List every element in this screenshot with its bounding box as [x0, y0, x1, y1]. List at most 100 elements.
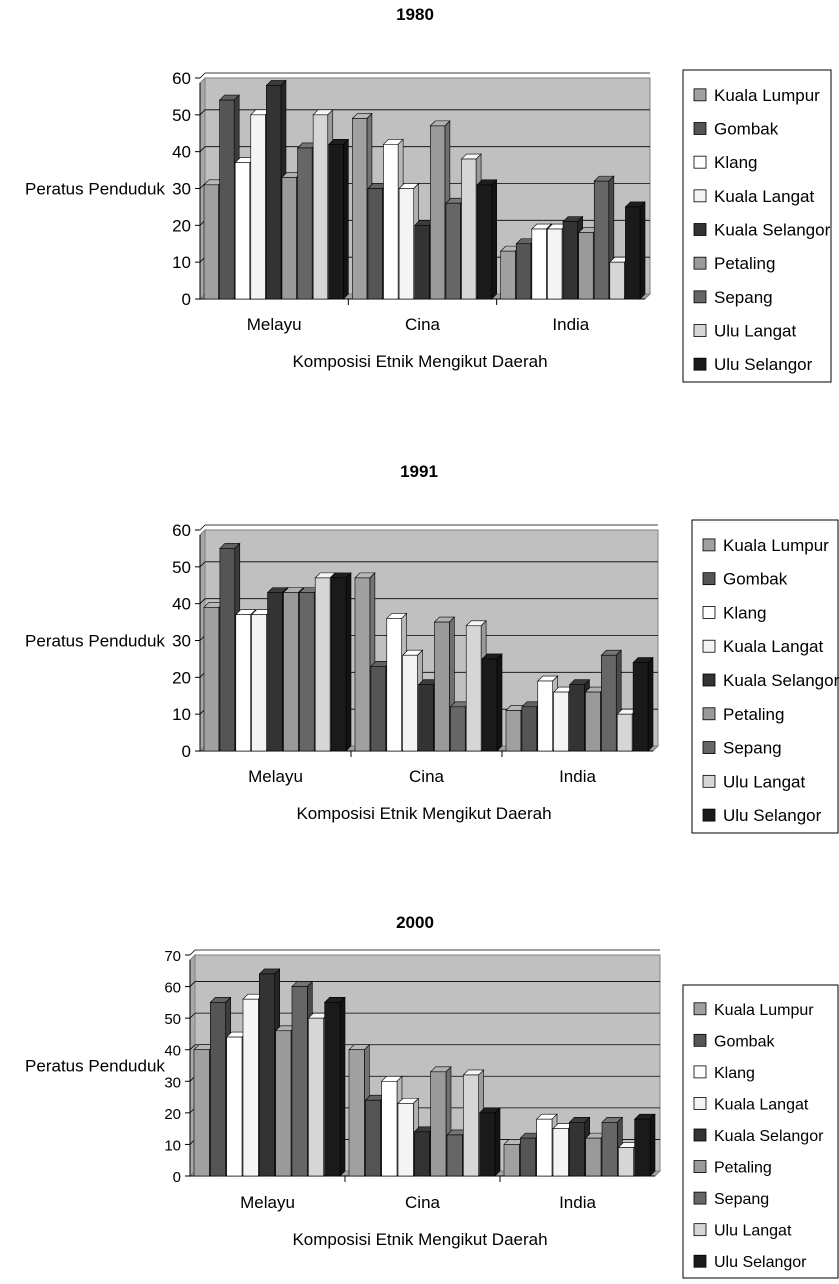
y-axis-label: Peratus Penduduk	[25, 632, 165, 651]
bar-front	[219, 99, 235, 300]
legend-swatch	[693, 1002, 707, 1016]
category-label: Melayu	[247, 315, 302, 334]
bar-front	[210, 1002, 226, 1177]
x-axis-label: Komposisi Etnik Mengikut Daerah	[292, 1230, 547, 1249]
gridline-side	[199, 72, 206, 79]
legend-label: Ulu Selangor	[714, 1254, 807, 1271]
legend-swatch	[702, 741, 716, 754]
y-axis-label: Peratus Penduduk	[25, 1057, 165, 1076]
y-tick-label: 30	[172, 632, 191, 651]
bar	[568, 1116, 591, 1177]
legend-swatch	[693, 1191, 707, 1205]
bar-front	[418, 684, 434, 752]
legend-swatch	[693, 324, 707, 337]
gridline-side	[199, 146, 206, 152]
bar-front	[402, 654, 418, 752]
bar	[328, 138, 350, 300]
category-label: Melayu	[248, 767, 303, 786]
legend-swatch	[693, 1128, 707, 1142]
bar-front	[434, 621, 450, 752]
category-label: India	[552, 315, 589, 334]
y-tick-label: 0	[182, 742, 191, 761]
y-tick-label: 40	[164, 1043, 181, 1060]
bar-front	[578, 232, 594, 300]
bar-front	[531, 228, 547, 300]
legend-label: Ulu Langat	[714, 1223, 792, 1240]
bar-front	[632, 662, 649, 752]
category-label: India	[559, 767, 596, 786]
bar-front	[312, 114, 329, 300]
y-tick-label: 20	[164, 1106, 181, 1123]
legend-swatch	[693, 290, 707, 304]
bar	[624, 201, 646, 300]
legend-label: Sepang	[723, 739, 782, 758]
bar-side	[491, 179, 497, 300]
bar-front	[625, 206, 641, 300]
legend-swatch	[702, 606, 716, 619]
bar-front	[461, 158, 477, 300]
legend: Kuala Lumpur Gombak Klang Kuala Langat Kuala…	[682, 69, 832, 383]
bar-front	[585, 1137, 602, 1177]
bar-front	[250, 114, 266, 300]
legend-swatch	[693, 357, 707, 371]
bar-front	[536, 1118, 553, 1177]
chart-1980: 1980 0 10 20 30 40 50 60 Peratus Penduduk Melayu C…	[25, 5, 832, 383]
legend-swatch	[693, 256, 707, 270]
legend-swatch	[693, 1033, 707, 1047]
bar-side	[496, 653, 503, 752]
chart-1991: 1991 0 10 20 30 40 50 60 Peratus Penduduk Melayu C…	[25, 462, 839, 834]
bar-front	[314, 577, 331, 752]
bar-front	[354, 577, 371, 752]
bar-front	[324, 1002, 341, 1177]
legend-label: Kuala Selangor	[723, 671, 839, 690]
bar-front	[553, 691, 569, 752]
legend-label: Kuala Selangor	[714, 221, 831, 240]
legend-label: Petaling	[714, 1160, 772, 1177]
bar-front	[219, 548, 236, 752]
y-tick-label: 0	[173, 1169, 181, 1186]
legend-label: Sepang	[714, 288, 773, 307]
legend-swatch	[702, 774, 716, 788]
legend-swatch	[693, 1160, 707, 1173]
y-tick-label: 20	[172, 668, 191, 687]
category-label: Cina	[405, 1193, 441, 1212]
legend-swatch	[693, 88, 707, 102]
y-tick-label: 10	[172, 705, 191, 724]
legend-box	[682, 984, 839, 1279]
legend-label: Kuala Langat	[723, 637, 823, 656]
bar-side	[649, 1113, 656, 1177]
bar-front	[547, 228, 563, 300]
bar	[546, 223, 568, 300]
bar-front	[414, 1131, 430, 1177]
bar-front	[585, 691, 601, 752]
y-tick-label: 20	[172, 216, 191, 235]
bar-front	[397, 1103, 414, 1177]
legend-label: Petaling	[714, 254, 775, 273]
bar-front	[235, 614, 251, 752]
bar-front	[365, 1099, 381, 1177]
bar-front	[500, 250, 516, 300]
bar-front	[515, 243, 532, 300]
legend-label: Ulu Langat	[723, 772, 806, 791]
category-label: Cina	[405, 315, 441, 334]
y-tick-label: 10	[172, 253, 191, 272]
legend-swatch	[693, 189, 707, 203]
bar-front	[446, 1134, 463, 1177]
y-tick-label: 10	[164, 1137, 181, 1154]
bar	[476, 179, 498, 300]
bar-front	[259, 973, 275, 1177]
legend-label: Kuala Langat	[714, 187, 814, 206]
bar-front	[476, 184, 492, 300]
gridline-side	[189, 1044, 196, 1050]
bar-front	[616, 713, 633, 752]
legend: Kuala Lumpur Gombak Klang Kuala Langat Kuala…	[691, 519, 839, 834]
bar-front	[537, 680, 553, 752]
legend-label: Gombak	[723, 570, 788, 589]
bar-front	[601, 654, 617, 752]
y-tick-label: 50	[172, 106, 191, 125]
gridline-side	[199, 109, 206, 116]
bar-front	[370, 665, 387, 752]
bar-front	[226, 1036, 243, 1177]
bar-front	[242, 998, 259, 1177]
legend-swatch	[702, 538, 716, 552]
